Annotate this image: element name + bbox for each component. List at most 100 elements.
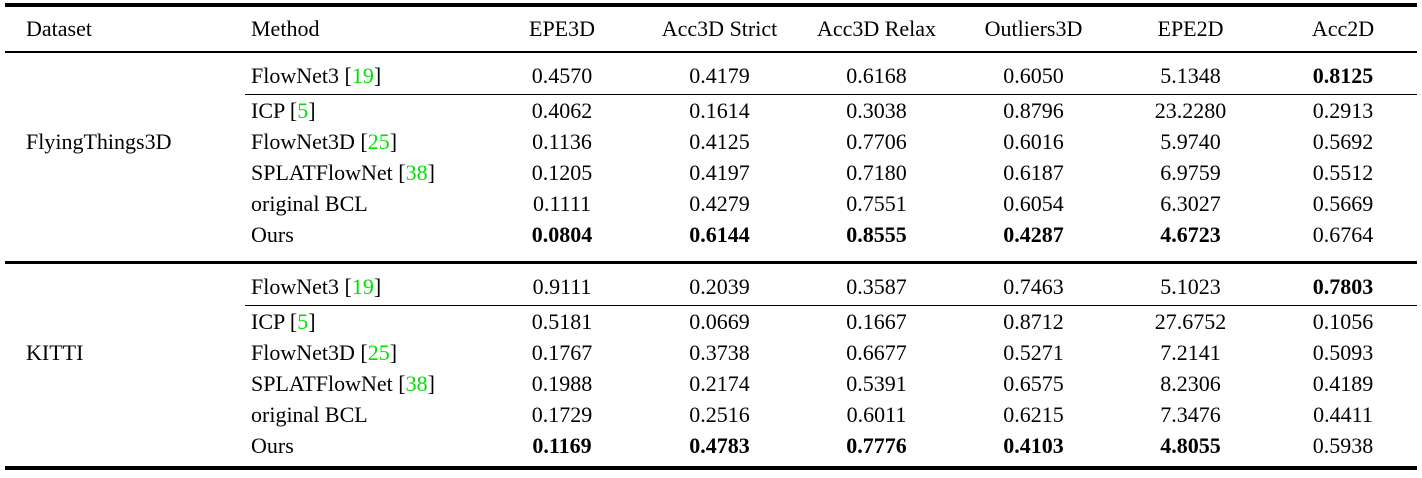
metric-value: 0.5512 <box>1312 160 1374 185</box>
metric-value: 8.2306 <box>1160 371 1221 396</box>
dataset-cell-empty <box>5 263 245 306</box>
metric-value: 0.4411 <box>1313 402 1373 427</box>
metric-value: 0.5669 <box>1312 191 1374 216</box>
method-cell: Ours <box>245 430 483 468</box>
method-cell: FlowNet3 [19] <box>245 262 483 306</box>
metric-value: 0.4279 <box>689 191 750 216</box>
metric-value: 0.5391 <box>846 371 907 396</box>
metric-value: 0.2516 <box>689 402 750 427</box>
citation-link[interactable]: 38 <box>405 160 428 185</box>
column-header-method: Method <box>245 5 483 53</box>
method-name: original BCL <box>251 402 368 427</box>
metric-value: 0.7803 <box>1269 262 1417 306</box>
table-row: ICP [5] 0.5181 0.0669 0.1667 0.8712 27.6752 0.… <box>5 306 1417 338</box>
method-cell: original BCL <box>245 399 483 430</box>
metric-value: 0.1205 <box>531 160 593 185</box>
metric-value: 0.5271 <box>1003 340 1064 365</box>
column-header-dataset: Dataset <box>5 5 245 53</box>
metric-value: 0.5181 <box>531 309 593 334</box>
column-header-epe2d: EPE2D <box>1112 5 1269 53</box>
metric-value: 0.1667 <box>846 309 907 334</box>
metric-value: 6.3027 <box>1160 191 1221 216</box>
citation-link[interactable]: 38 <box>405 371 428 396</box>
metric-value: 0.1729 <box>531 402 593 427</box>
method-cell: ICP [5] <box>251 98 316 123</box>
method-name: original BCL <box>251 191 368 216</box>
metric-value: 0.6054 <box>1003 191 1064 216</box>
metric-value: 0.4189 <box>1312 371 1374 396</box>
metric-value: 0.3738 <box>689 340 750 365</box>
metric-value: 0.6575 <box>1003 371 1064 396</box>
table-row: ICP [5] 0.4062 0.1614 0.3038 0.8796 23.2280 0.… <box>5 95 1417 127</box>
metric-value: 0.6144 <box>641 219 798 264</box>
metric-value: 0.6764 <box>1269 219 1417 264</box>
metric-value: 0.8125 <box>1269 52 1417 95</box>
metric-value: 0.5692 <box>1312 129 1374 154</box>
table-row: SPLATFlowNet [38] 0.1988 0.2174 0.5391 0.657… <box>5 368 1417 399</box>
metric-value: 4.8055 <box>1160 433 1221 458</box>
citation-link[interactable]: 5 <box>297 98 309 123</box>
metric-value: 6.9759 <box>1160 160 1221 185</box>
metric-value: 0.7706 <box>846 129 907 154</box>
metric-value: 0.2913 <box>1312 98 1374 123</box>
dataset-cell-empty <box>5 368 245 399</box>
results-table-body: FlowNet3 [19] 0.4570 0.4179 0.6168 0.6050 5.1… <box>5 52 1417 468</box>
table-row: Ours 0.1169 0.4783 0.7776 0.4103 4.8055 0.5938 <box>5 430 1417 468</box>
table-row: FlyingThings3D FlowNet3D [25] 0.1136 0.4125… <box>5 126 1417 157</box>
metric-value: 0.2174 <box>689 371 750 396</box>
citation-link[interactable]: 5 <box>297 309 309 334</box>
metric-value: 0.5093 <box>1312 340 1374 365</box>
metric-value: 0.8796 <box>1003 98 1064 123</box>
metric-value: 0.6677 <box>846 340 907 365</box>
method-name: FlowNet3D <box>251 340 355 365</box>
metric-value: 0.8555 <box>798 219 955 264</box>
metric-value: 0.1056 <box>1312 309 1374 334</box>
method-cell: FlowNet3D [25] <box>251 129 398 154</box>
method-cell: original BCL <box>245 188 483 219</box>
metric-value: 5.1348 <box>1112 52 1269 95</box>
method-name: FlowNet3 <box>251 63 339 88</box>
table-row: FlowNet3 [19] 0.9111 0.2039 0.3587 0.7463 5.1… <box>5 262 1417 306</box>
method-name: FlowNet3D <box>251 129 355 154</box>
method-name: ICP <box>251 98 285 123</box>
metric-value: 0.3587 <box>798 262 955 306</box>
metric-value: 0.4570 <box>483 52 641 95</box>
method-cell: Ours <box>245 219 483 264</box>
metric-value: 0.7551 <box>846 191 907 216</box>
metric-value: 0.1111 <box>532 191 592 216</box>
table-row: original BCL 0.1111 0.4279 0.7551 0.6054 6.30… <box>5 188 1417 219</box>
table-row: Ours 0.0804 0.6144 0.8555 0.4287 4.6723 0.6764 <box>5 219 1417 264</box>
metric-value: 0.4103 <box>1003 433 1064 458</box>
metric-value: 0.6168 <box>798 52 955 95</box>
metric-value: 0.1767 <box>531 340 593 365</box>
citation-link[interactable]: 19 <box>351 63 374 88</box>
method-cell: ICP [5] <box>251 309 316 334</box>
method-cell: SPLATFlowNet [38] <box>251 371 435 396</box>
metric-value: 0.1988 <box>531 371 593 396</box>
metric-value: 0.1614 <box>689 98 750 123</box>
metric-value: 0.1169 <box>532 433 592 458</box>
method-name: SPLATFlowNet <box>251 371 393 396</box>
metric-value: 4.6723 <box>1112 219 1269 264</box>
method-name: Ours <box>251 222 294 247</box>
metric-value: 7.2141 <box>1160 340 1221 365</box>
metric-value: 0.7463 <box>955 262 1112 306</box>
citation-link[interactable]: 25 <box>367 340 390 365</box>
method-name: FlowNet3 <box>251 274 339 299</box>
citation-link[interactable]: 19 <box>351 274 374 299</box>
metric-value: 0.6215 <box>1003 402 1064 427</box>
metric-value: 7.3476 <box>1160 402 1221 427</box>
metric-value: 0.6011 <box>846 402 907 427</box>
method-name: SPLATFlowNet <box>251 160 393 185</box>
table-row: SPLATFlowNet [38] 0.1205 0.4197 0.7180 0.618… <box>5 157 1417 188</box>
metric-value: 0.8712 <box>1003 309 1064 334</box>
citation-link[interactable]: 25 <box>367 129 390 154</box>
dataset-label: FlyingThings3D <box>26 129 172 154</box>
dataset-cell-empty <box>5 306 245 338</box>
metric-value: 0.4179 <box>641 52 798 95</box>
results-table: Dataset Method EPE3D Acc3D Strict Acc3D … <box>5 3 1417 470</box>
dataset-cell-empty <box>5 157 245 188</box>
metric-value: 0.6016 <box>1003 129 1064 154</box>
column-header-acc2d: Acc2D <box>1269 5 1417 53</box>
metric-value: 0.3038 <box>846 98 907 123</box>
